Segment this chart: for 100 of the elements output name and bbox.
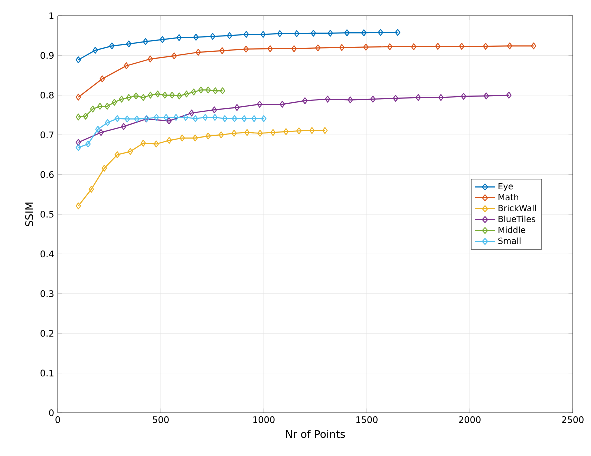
point [95, 126, 101, 133]
point [76, 94, 82, 101]
point [260, 31, 266, 38]
point [128, 148, 134, 156]
point [328, 30, 334, 37]
point [395, 29, 401, 36]
point [284, 128, 289, 136]
legend-label: BlueTiles [498, 216, 536, 222]
point [191, 88, 197, 96]
point [160, 36, 166, 44]
point [244, 31, 250, 38]
legend-label: Math [498, 194, 518, 201]
point [76, 202, 82, 210]
point [154, 140, 160, 148]
point [257, 101, 263, 108]
point [148, 56, 154, 63]
point [98, 129, 104, 136]
point [416, 94, 422, 102]
point [134, 92, 139, 100]
point [280, 101, 286, 108]
point [143, 38, 148, 46]
point [206, 132, 212, 140]
point [83, 113, 88, 120]
point [220, 47, 226, 54]
point [220, 88, 226, 94]
point [76, 56, 82, 64]
point [126, 94, 132, 102]
point [296, 128, 302, 135]
point [325, 96, 331, 103]
point [361, 30, 367, 37]
point [370, 96, 376, 103]
point [483, 43, 489, 50]
point [76, 144, 82, 152]
point [277, 30, 283, 38]
point [461, 93, 467, 100]
point [114, 115, 120, 122]
point [196, 49, 202, 56]
point [322, 127, 328, 134]
point [459, 43, 465, 50]
point [212, 114, 218, 122]
point [102, 165, 108, 172]
y-tick-label: 0.4 [40, 250, 54, 258]
point [506, 92, 512, 99]
point [363, 44, 369, 51]
point [212, 106, 218, 114]
point [344, 30, 350, 37]
point [302, 98, 308, 104]
point [109, 42, 115, 50]
y-tick-label: 0 [49, 410, 54, 416]
point [124, 116, 130, 123]
point [112, 99, 118, 106]
y-tick-label: 0.7 [40, 132, 54, 138]
x-tick-label: 2000 [459, 416, 481, 424]
point [176, 92, 182, 100]
point [162, 92, 168, 99]
x-tick-label: 1500 [356, 416, 378, 424]
point [140, 94, 146, 102]
point [310, 127, 315, 134]
point [164, 114, 170, 122]
point [294, 30, 300, 38]
point [270, 129, 276, 136]
point [378, 29, 384, 36]
point [435, 43, 441, 50]
point [166, 137, 172, 144]
x-axis-title: Nr of Points [286, 430, 346, 438]
point [140, 140, 146, 147]
point [232, 115, 238, 122]
y-tick-label: 0.5 [40, 211, 54, 218]
point [252, 115, 258, 122]
y-tick-label: 0.9 [40, 52, 54, 60]
point [174, 114, 179, 122]
point [86, 140, 91, 148]
point [222, 115, 228, 122]
point [206, 86, 212, 94]
point [105, 119, 111, 126]
point [339, 44, 345, 52]
point [154, 114, 160, 122]
point [315, 44, 321, 52]
y-tick-label: 0.3 [40, 290, 54, 298]
point [192, 134, 198, 142]
point [76, 114, 82, 121]
point [176, 34, 182, 42]
x-tick-label: 1000 [254, 416, 275, 424]
point [438, 94, 444, 102]
point [148, 92, 154, 99]
point [98, 103, 103, 110]
point [121, 123, 127, 130]
point [124, 62, 130, 70]
point [114, 152, 120, 158]
point [92, 47, 98, 54]
point [232, 130, 238, 137]
y-tick-label: 0.8 [40, 92, 54, 99]
point [507, 42, 513, 50]
y-tick-label: 0.2 [40, 330, 54, 337]
y-tick-label: 1 [50, 12, 54, 20]
point [202, 114, 208, 122]
x-tick-label: 0 [56, 416, 60, 424]
x-tick-label: 500 [153, 416, 169, 424]
point [242, 115, 248, 122]
point [183, 114, 189, 122]
